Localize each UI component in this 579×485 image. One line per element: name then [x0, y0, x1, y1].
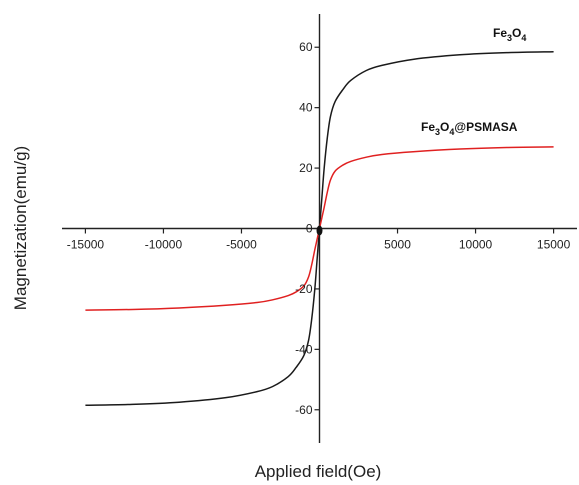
y-tick-label: 20 [299, 161, 313, 175]
y-tick-label: 60 [299, 40, 313, 54]
y-tick-label: -60 [295, 403, 313, 417]
origin-marker [316, 225, 323, 236]
x-tick-label: -10000 [145, 238, 183, 252]
series-label-0: Fe3O4 [493, 26, 526, 43]
x-tick-label: 5000 [384, 238, 411, 252]
x-tick-label: 10000 [459, 238, 493, 252]
x-tick-label: -15000 [67, 238, 105, 252]
y-tick-label: 0 [306, 222, 313, 236]
series-label-1: Fe3O4@PSMASA [421, 120, 518, 137]
y-tick-label: 40 [299, 101, 313, 115]
y-tick-label: -20 [295, 282, 313, 296]
y-axis-title: Magnetization(emu/g) [11, 146, 30, 310]
y-tick-label: -40 [295, 342, 313, 356]
x-tick-label: 15000 [537, 238, 571, 252]
series-layer [85, 51, 554, 406]
x-axis-title: Applied field(Oe) [255, 462, 382, 481]
labels-layer: -15000 -10000 -5000 5000 10000 15000 -60 -40 -20… [67, 26, 571, 417]
x-tick-label: -5000 [226, 238, 257, 252]
